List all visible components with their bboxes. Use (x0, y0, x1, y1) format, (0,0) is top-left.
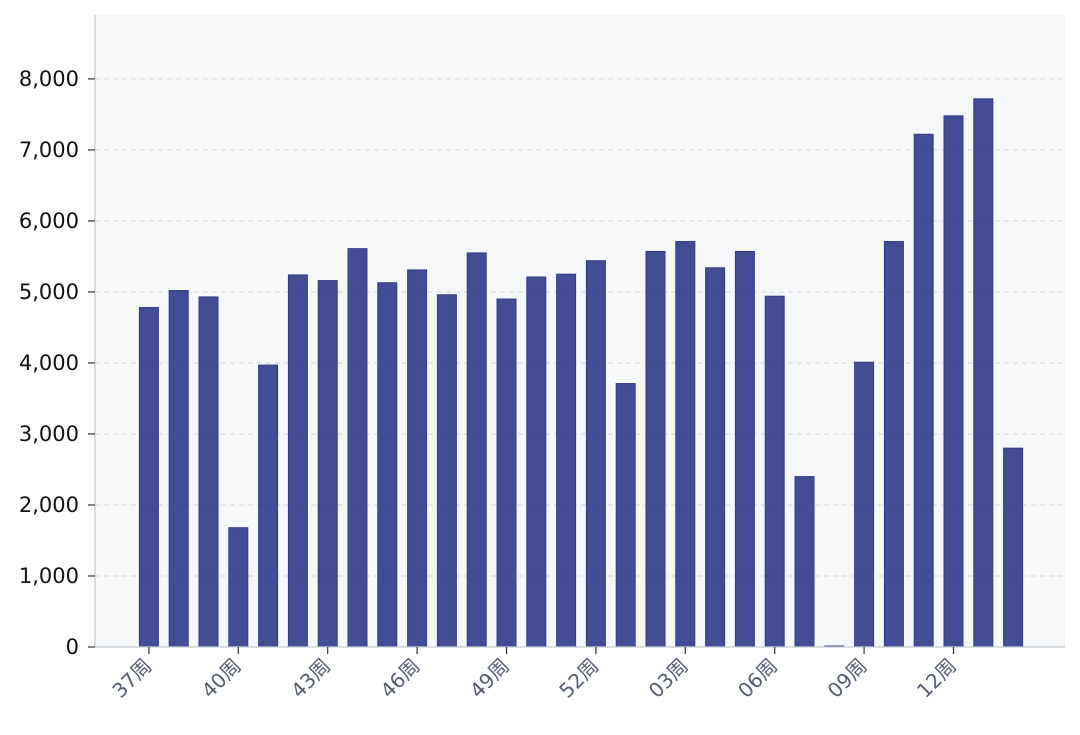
x-tick-label: 37周 (107, 654, 156, 703)
x-tick-label: 40周 (197, 654, 246, 703)
y-tick-label: 4,000 (19, 351, 79, 375)
x-tick-label: 49周 (465, 654, 514, 703)
bar-52周 (585, 260, 606, 648)
bar-11周 (913, 133, 934, 648)
x-tick-label: 43周 (286, 654, 335, 703)
y-tick-label: 5,000 (19, 280, 79, 304)
bar-39周 (198, 296, 219, 648)
bar-40周 (228, 527, 249, 648)
bar-10周 (883, 241, 904, 648)
y-tick-label: 8,000 (19, 67, 79, 91)
bar-49周 (496, 298, 517, 648)
y-tick-label: 1,000 (19, 564, 79, 588)
bar-01周 (615, 383, 636, 648)
bar-04周 (705, 267, 726, 648)
y-tick-label: 6,000 (19, 209, 79, 233)
bar-06周 (764, 295, 785, 648)
bar-42周 (287, 274, 308, 648)
y-tick-label: 3,000 (19, 422, 79, 446)
y-tick-label: 0 (66, 635, 79, 659)
bar-50周 (526, 276, 547, 648)
x-tick-label: 12周 (912, 654, 961, 703)
bar-03周 (675, 241, 696, 648)
bar-47周 (436, 294, 457, 648)
bar-43周 (317, 280, 338, 648)
y-tick-label: 7,000 (19, 138, 79, 162)
bar-07周 (794, 476, 815, 648)
axes (94, 15, 1065, 648)
bar-38周 (168, 290, 189, 648)
bar-14周 (1003, 447, 1024, 648)
bar-37周 (138, 307, 159, 648)
bar-13周 (973, 98, 994, 648)
y-tick-label: 2,000 (19, 493, 79, 517)
bar-48周 (466, 252, 487, 648)
bar-12周 (943, 115, 964, 648)
bar-44周 (347, 248, 368, 648)
x-tick-label: 06周 (733, 654, 782, 703)
bar-09周 (854, 361, 875, 648)
bar-45周 (377, 282, 398, 648)
x-tick-label: 03周 (644, 654, 693, 703)
bar-05周 (734, 250, 755, 648)
bar-02周 (645, 250, 666, 648)
y-axis-ticks: 0 1,000 2,000 3,000 4,000 5,000 6,000 7,000 8,00… (19, 67, 95, 659)
bars (138, 98, 1024, 648)
x-tick-label: 09周 (823, 654, 872, 703)
bar-46周 (407, 269, 428, 648)
x-tick-label: 52周 (554, 654, 603, 703)
x-tick-label: 46周 (376, 654, 425, 703)
bar-51周 (556, 273, 577, 648)
bar-41周 (258, 364, 279, 648)
x-axis-ticks: 37周 40周 43周 46周 49周 52周 03周 06周 09周 12周 (107, 647, 961, 703)
